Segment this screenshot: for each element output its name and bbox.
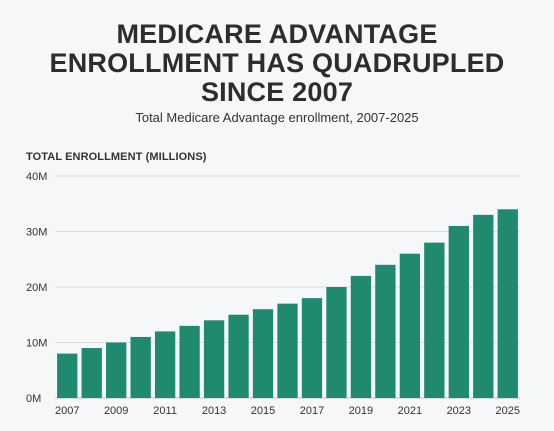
chart-subtitle: Total Medicare Advantage enrollment, 200… bbox=[135, 110, 419, 125]
x-tick-label: 2025 bbox=[496, 405, 520, 417]
bar-2008 bbox=[81, 348, 102, 398]
x-tick-label: 2015 bbox=[251, 405, 275, 417]
bar-2023 bbox=[448, 225, 469, 398]
bar-2019 bbox=[350, 275, 372, 398]
y-tick-label: 20M bbox=[26, 282, 47, 294]
y-tick-label: 0M bbox=[26, 393, 41, 405]
x-tick-label: 2023 bbox=[447, 405, 471, 417]
bar-2007 bbox=[57, 353, 78, 398]
bar-2016 bbox=[277, 303, 298, 398]
bar-2018 bbox=[326, 287, 347, 398]
bar-2022 bbox=[424, 242, 445, 398]
title-line-2: ENROLLMENT HAS QUADRUPLED bbox=[49, 48, 505, 78]
y-tick-label: 10M bbox=[26, 338, 47, 350]
y-tick-label: 30M bbox=[26, 227, 47, 239]
bar-2009 bbox=[106, 342, 127, 398]
title-line-1: MEDICARE ADVANTAGE bbox=[116, 19, 438, 49]
bar-2011 bbox=[154, 331, 176, 398]
chart-title: MEDICARE ADVANTAGE ENROLLMENT HAS QUADRU… bbox=[0, 20, 554, 107]
y-axis-title: TOTAL ENROLLMENT (MILLIONS) bbox=[26, 151, 207, 163]
bar-2014 bbox=[228, 314, 249, 398]
x-tick-label: 2019 bbox=[349, 405, 373, 417]
x-tick-label: 2021 bbox=[398, 405, 422, 417]
x-tick-label: 2007 bbox=[55, 405, 79, 417]
bar-2020 bbox=[375, 264, 396, 398]
bar-2010 bbox=[130, 336, 151, 398]
bar-2025 bbox=[497, 209, 518, 398]
bar-2017 bbox=[301, 298, 323, 398]
bar-2012 bbox=[179, 325, 200, 398]
y-tick-label: 40M bbox=[26, 171, 47, 183]
x-tick-label: 2013 bbox=[202, 405, 226, 417]
x-tick-label: 2017 bbox=[300, 405, 324, 417]
bar-2024 bbox=[473, 214, 494, 398]
bar-2015 bbox=[252, 309, 274, 398]
x-tick-label: 2009 bbox=[104, 405, 128, 417]
x-tick-label: 2011 bbox=[153, 405, 177, 417]
bar-2013 bbox=[203, 320, 225, 398]
title-line-3: SINCE 2007 bbox=[200, 77, 354, 107]
bar-2021 bbox=[399, 253, 421, 398]
